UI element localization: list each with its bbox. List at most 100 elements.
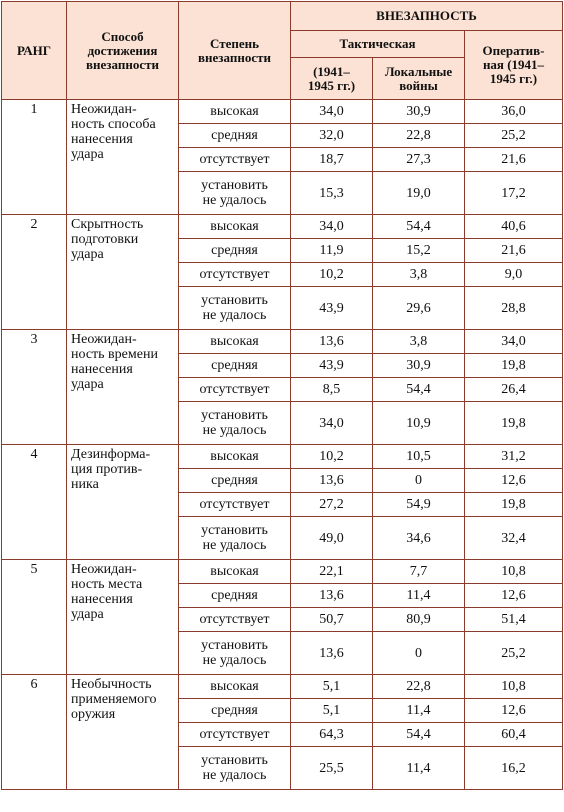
- value-cell: 10,8: [464, 674, 563, 699]
- value-cell: 19,8: [464, 492, 563, 517]
- header-cell: Оператив- ная (1941– 1945 гг.): [464, 30, 563, 100]
- value-cell: 11,4: [372, 698, 465, 723]
- header-cell: Локальные войны: [372, 57, 465, 100]
- header-cell: Степень внезапности: [178, 1, 291, 100]
- value-cell: 19,8: [464, 353, 563, 378]
- value-cell: 12,6: [464, 468, 563, 493]
- table-row: отсутствует 27,2 54,9 19,8: [2, 492, 563, 517]
- table-row: установить не удалось 13,6 0 25,2: [2, 631, 563, 675]
- value-cell: 43,9: [290, 286, 373, 330]
- rank-cell: 5: [1, 559, 67, 675]
- value-cell: 11,4: [372, 583, 465, 608]
- value-cell: 5,1: [290, 674, 373, 699]
- value-cell: 21,6: [464, 238, 563, 263]
- value-cell: 5,1: [290, 698, 373, 723]
- value-cell: 40,6: [464, 214, 563, 239]
- value-cell: 12,6: [464, 698, 563, 723]
- value-cell: 43,9: [290, 353, 373, 378]
- value-cell: 25,2: [464, 123, 563, 148]
- value-cell: 54,4: [372, 377, 465, 402]
- value-cell: 19,0: [372, 171, 465, 215]
- table-row: средняя 32,0 22,8 25,2: [2, 123, 563, 148]
- value-cell: 60,4: [464, 722, 563, 747]
- degree-cell: высокая: [178, 214, 291, 239]
- table-row: отсутствует 10,2 3,8 9,0: [2, 262, 563, 287]
- value-cell: 22,8: [372, 674, 465, 699]
- table-row: 6 Необычность применяемого оружия высокая 5…: [1, 674, 563, 790]
- value-cell: 10,5: [372, 444, 465, 469]
- value-cell: 13,6: [290, 329, 373, 354]
- surprise-table: РАНГ Способ достижения внезапности Степе…: [1, 1, 563, 790]
- table-row: 4 Дезинформа- ция против- ника высокая 10,2…: [1, 444, 563, 560]
- value-cell: 32,0: [290, 123, 373, 148]
- degree-cell: установить не удалось: [178, 286, 291, 330]
- degree-cell: отсутствует: [178, 262, 291, 287]
- table-header: РАНГ Способ достижения внезапности Степе…: [1, 1, 563, 100]
- degree-cell: отсутствует: [178, 492, 291, 517]
- table-row: средняя 13,6 0 12,6: [2, 468, 563, 493]
- value-cell: 34,0: [290, 99, 373, 124]
- value-cell: 18,7: [290, 147, 373, 172]
- degree-cell: средняя: [178, 698, 291, 723]
- table-body: 1 Неожидан- ность способа нанесения удара…: [1, 99, 563, 790]
- degree-cell: средняя: [178, 238, 291, 263]
- degree-cell: установить не удалось: [178, 746, 291, 790]
- table-row: 3 Неожидан- ность времени нанесения удара…: [1, 329, 563, 445]
- value-cell: 22,8: [372, 123, 465, 148]
- value-cell: 30,9: [372, 99, 465, 124]
- value-cell: 34,0: [464, 329, 563, 354]
- value-cell: 34,6: [372, 516, 465, 560]
- header-cell: Тактическая: [290, 30, 465, 58]
- table-row: 2 Скрытность подготовки удара высокая 34,0 5…: [1, 214, 563, 330]
- degree-cell: высокая: [178, 329, 291, 354]
- value-cell: 0: [372, 468, 465, 493]
- value-cell: 17,2: [464, 171, 563, 215]
- value-cell: 10,2: [290, 444, 373, 469]
- value-cell: 13,6: [290, 631, 373, 675]
- degree-cell: отсутствует: [178, 722, 291, 747]
- table-row: средняя 13,6 11,4 12,6: [2, 583, 563, 608]
- table-row: установить не удалось 43,9 29,6 28,8: [2, 286, 563, 330]
- value-cell: 51,4: [464, 607, 563, 632]
- value-cell: 11,4: [372, 746, 465, 790]
- value-cell: 19,8: [464, 401, 563, 445]
- value-cell: 26,4: [464, 377, 563, 402]
- table-row: средняя 43,9 30,9 19,8: [2, 353, 563, 378]
- degree-cell: отсутствует: [178, 147, 291, 172]
- method-cell: Скрытность подготовки удара: [66, 214, 179, 330]
- table-row: установить не удалось 49,0 34,6 32,4: [2, 516, 563, 560]
- value-cell: 54,4: [372, 722, 465, 747]
- value-cell: 22,1: [290, 559, 373, 584]
- value-cell: 36,0: [464, 99, 563, 124]
- value-cell: 15,3: [290, 171, 373, 215]
- value-cell: 10,8: [464, 559, 563, 584]
- value-cell: 7,7: [372, 559, 465, 584]
- value-cell: 3,8: [372, 262, 465, 287]
- rank-cell: 4: [1, 444, 67, 560]
- header-cell: ВНЕЗАПНОСТЬ: [290, 1, 563, 31]
- value-cell: 34,0: [290, 401, 373, 445]
- value-cell: 49,0: [290, 516, 373, 560]
- degree-cell: средняя: [178, 583, 291, 608]
- value-cell: 11,9: [290, 238, 373, 263]
- degree-cell: установить не удалось: [178, 171, 291, 215]
- method-cell: Неожидан- ность места нанесения удара: [66, 559, 179, 675]
- value-cell: 29,6: [372, 286, 465, 330]
- value-cell: 27,2: [290, 492, 373, 517]
- value-cell: 15,2: [372, 238, 465, 263]
- degree-cell: средняя: [178, 353, 291, 378]
- value-cell: 10,2: [290, 262, 373, 287]
- rank-cell: 1: [1, 99, 67, 215]
- value-cell: 28,8: [464, 286, 563, 330]
- header-cell: (1941– 1945 гг.): [290, 57, 373, 100]
- value-cell: 12,6: [464, 583, 563, 608]
- table-row: установить не удалось 25,5 11,4 16,2: [2, 746, 563, 790]
- degree-cell: высокая: [178, 674, 291, 699]
- value-cell: 25,5: [290, 746, 373, 790]
- rank-cell: 2: [1, 214, 67, 330]
- rank-cell: 3: [1, 329, 67, 445]
- method-cell: Необычность применяемого оружия: [66, 674, 179, 790]
- degree-cell: отсутствует: [178, 377, 291, 402]
- table-row: средняя 11,9 15,2 21,6: [2, 238, 563, 263]
